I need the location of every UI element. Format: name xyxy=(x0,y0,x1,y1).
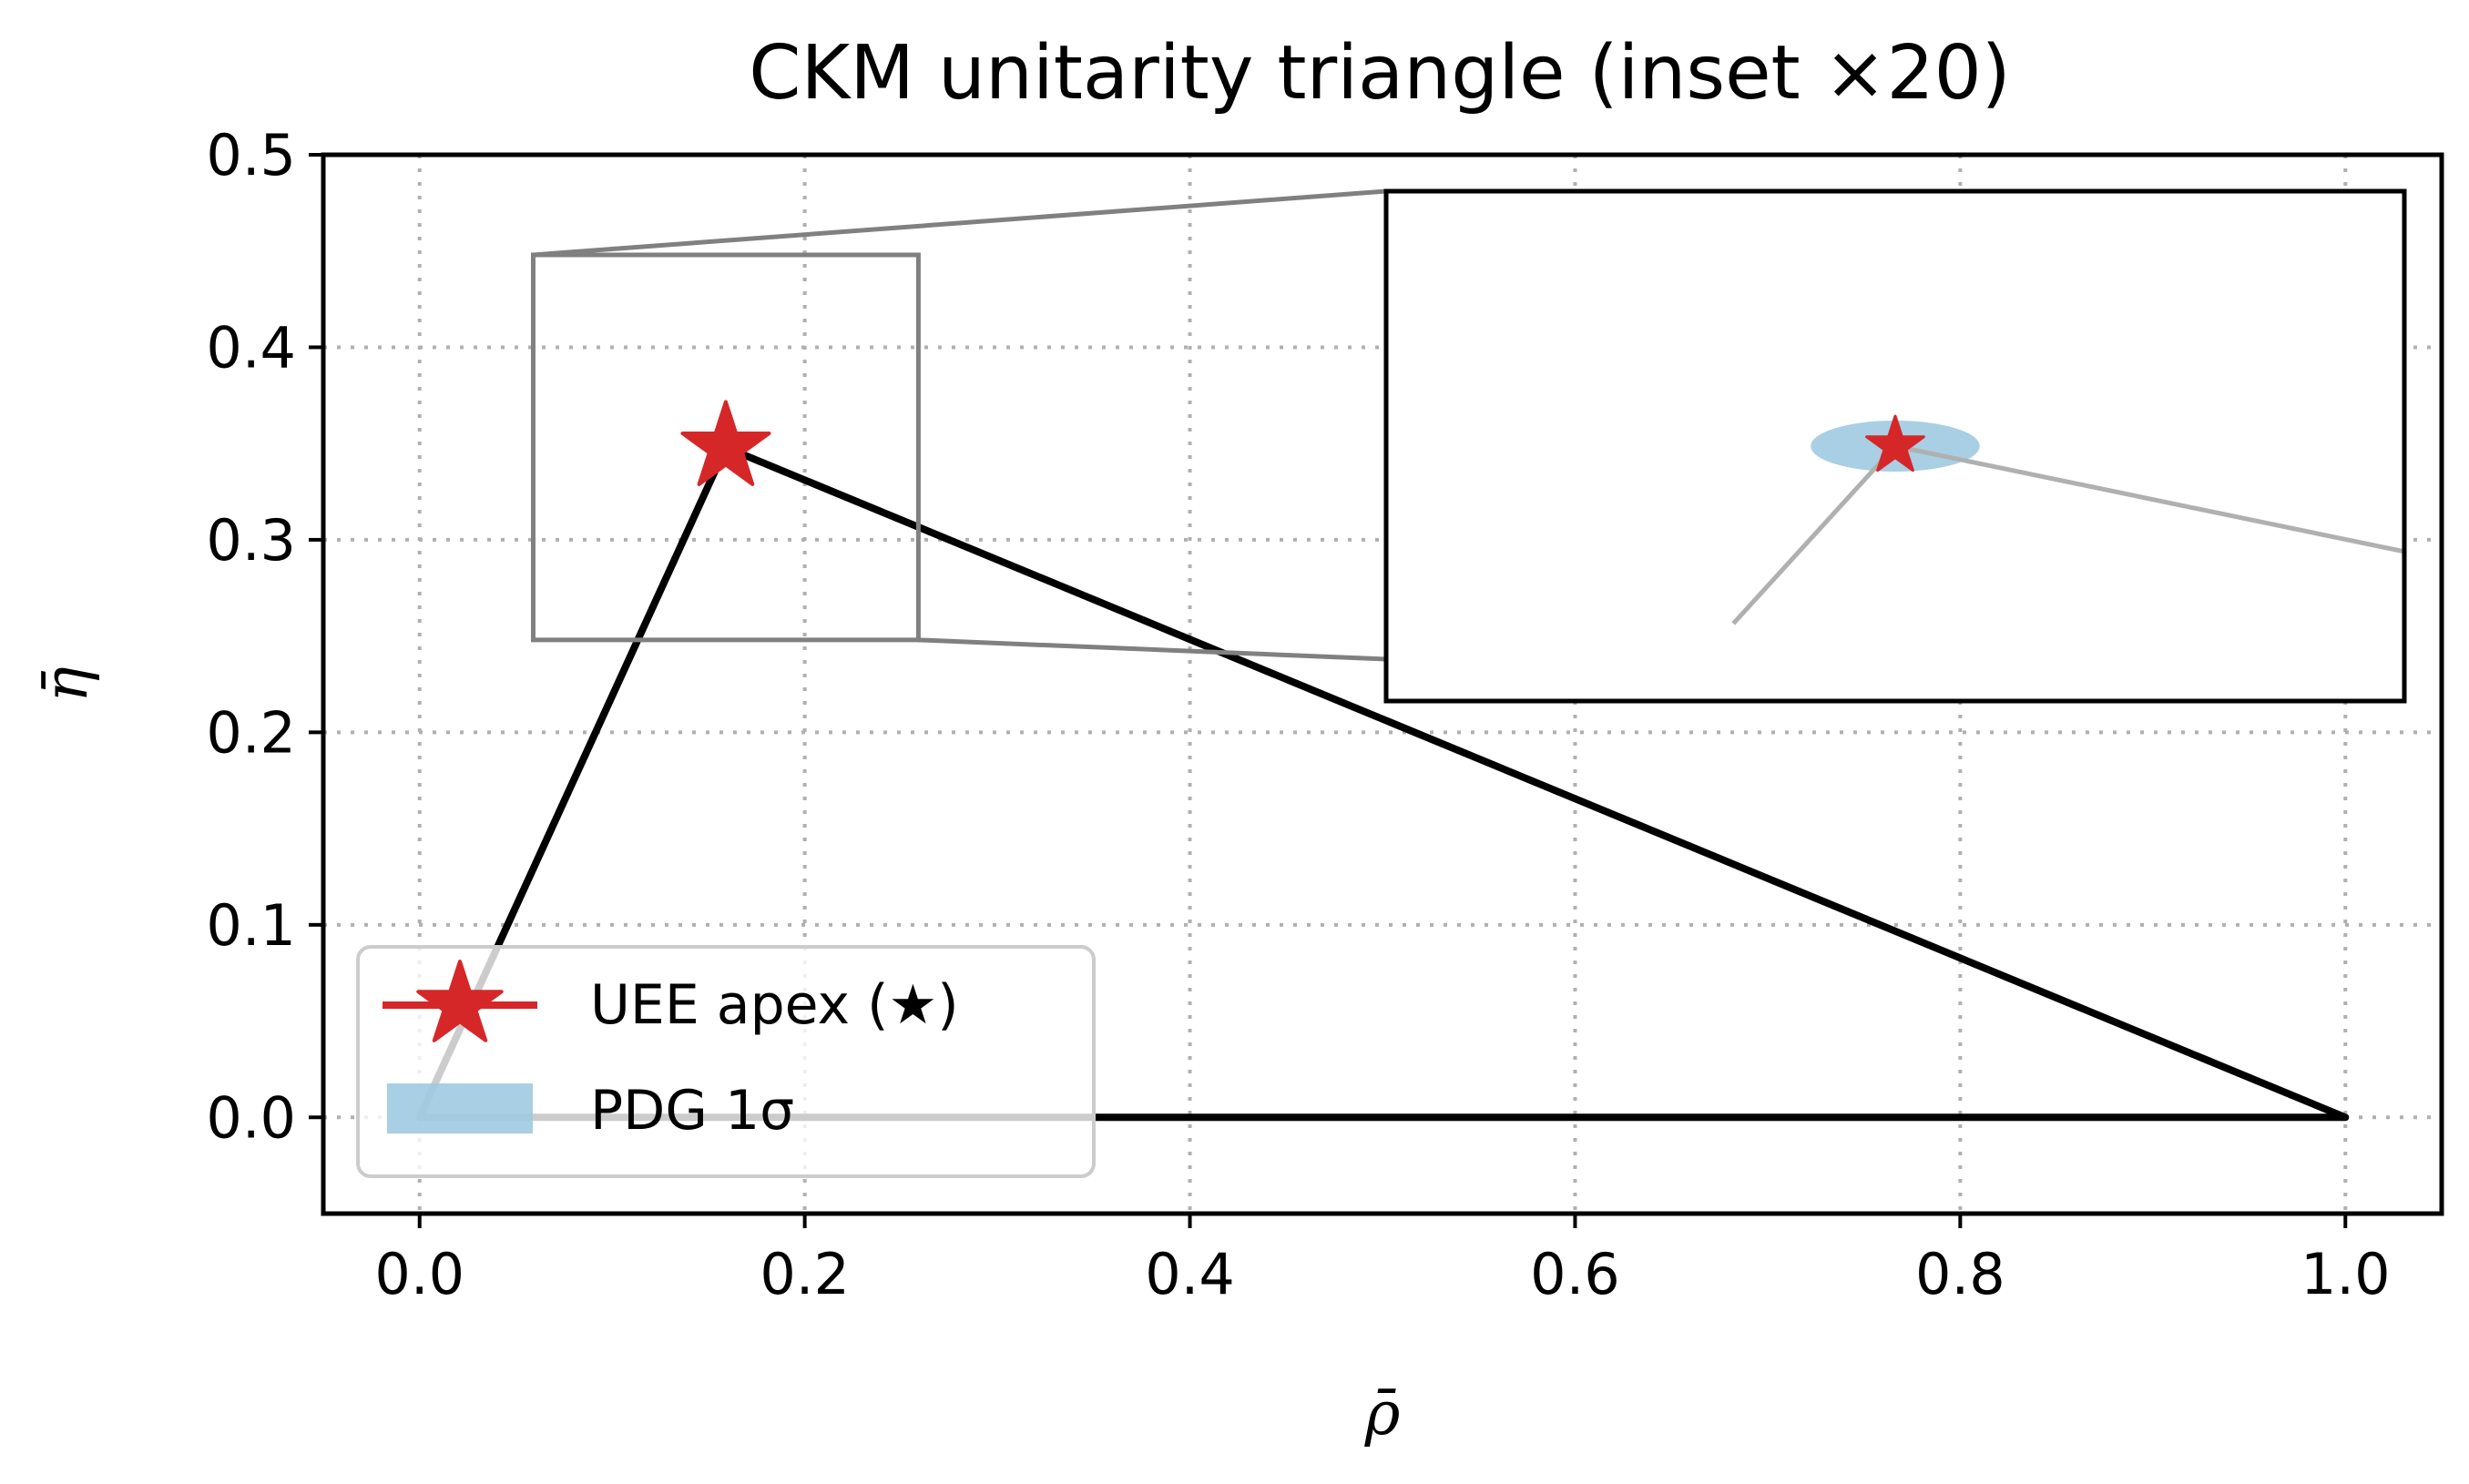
inset-apex-star xyxy=(1865,414,1925,473)
x-axis-label: ρ̄ xyxy=(1364,1378,1401,1448)
unitarity-triangle xyxy=(415,443,2350,1122)
legend-label-apex: UEE apex (★) xyxy=(590,973,959,1037)
x-tick-label-4: 0.8 xyxy=(1915,1241,2005,1307)
legend-pdg-patch xyxy=(387,1083,533,1133)
y-tick-label-4: 0.4 xyxy=(206,314,296,381)
y-tick-label-3: 0.3 xyxy=(206,507,296,574)
y-tick-label-5: 0.5 xyxy=(206,122,296,188)
apex-layer xyxy=(680,400,771,486)
axes-frame xyxy=(321,152,2444,1216)
legend-apex-star xyxy=(416,960,504,1042)
inset-triangle-edge-right xyxy=(1894,443,2404,554)
x-tick-label-1: 0.2 xyxy=(760,1241,850,1307)
y-tick-label-0: 0.0 xyxy=(206,1084,296,1151)
x-tick-label-5: 1.0 xyxy=(2301,1241,2391,1307)
inset-triangle-edge-left xyxy=(1731,444,1897,625)
legend-label-pdg: PDG 1σ xyxy=(590,1079,794,1143)
y-axis-label: η̄ xyxy=(31,666,101,703)
y-tick-label-1: 0.1 xyxy=(206,892,296,959)
apex-star-marker xyxy=(680,400,771,486)
y-tick-label-2: 0.2 xyxy=(206,699,296,766)
x-tick-label-0: 0.0 xyxy=(374,1241,464,1307)
inset-frame xyxy=(1383,188,2407,704)
chart-title: CKM unitarity triangle (inset ×20) xyxy=(749,30,2011,117)
x-tick-label-3: 0.6 xyxy=(1530,1241,1620,1307)
legend[interactable]: UEE apex (★) PDG 1σ xyxy=(356,945,1096,1178)
x-tick-label-2: 0.4 xyxy=(1145,1241,1235,1307)
zoom-connector-top xyxy=(533,188,1387,258)
triangle-layer xyxy=(415,443,2350,1122)
inset-axes xyxy=(1383,188,2407,704)
zoom-box xyxy=(530,252,921,643)
legend-frame xyxy=(356,945,1096,1178)
ticks: 0.0 0.2 0.4 0.6 0.8 1.0 0.0 0.1 0.2 0.3 0.4 0.5 xyxy=(206,122,2390,1307)
